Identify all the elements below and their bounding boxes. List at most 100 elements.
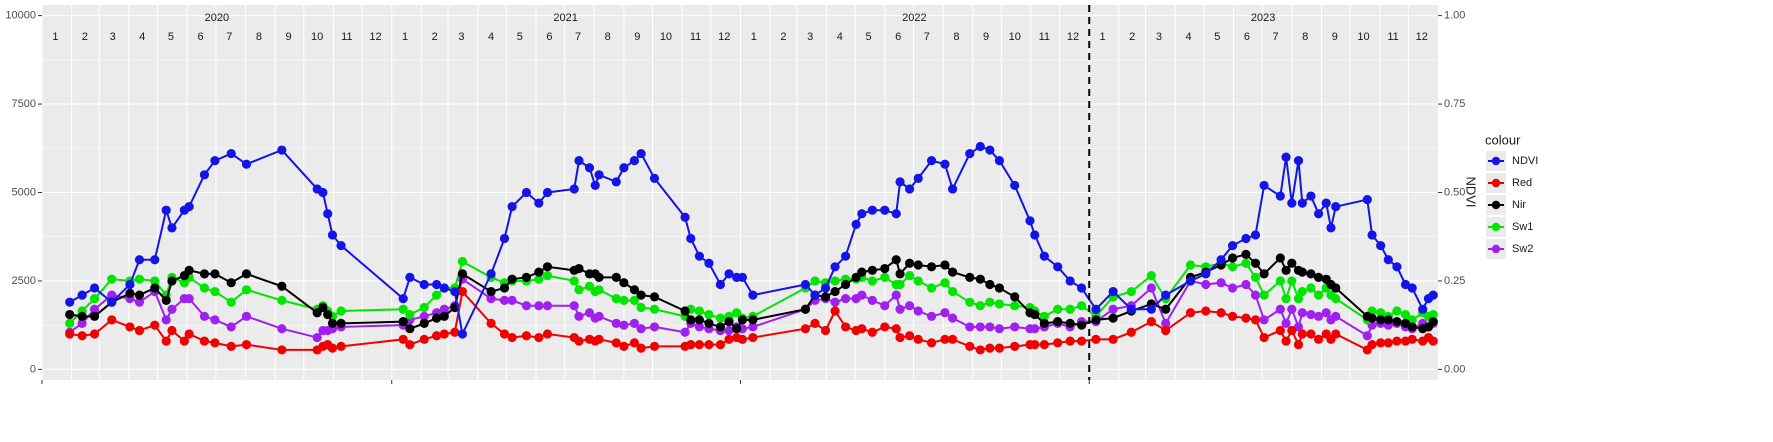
data-point: [534, 301, 544, 311]
data-point: [926, 262, 937, 272]
data-point: [1418, 304, 1428, 314]
data-point: [926, 283, 937, 293]
month-label: 2: [432, 31, 438, 43]
data-point: [724, 317, 734, 327]
data-point: [895, 269, 905, 279]
data-point: [1126, 327, 1136, 337]
data-point: [913, 260, 923, 270]
data-point: [210, 338, 220, 348]
data-point: [199, 170, 210, 180]
data-point: [619, 320, 629, 330]
data-point: [107, 274, 117, 284]
data-point: [694, 315, 704, 325]
data-point: [226, 297, 236, 307]
year-label: 2022: [902, 12, 926, 24]
data-point: [1428, 290, 1438, 300]
data-point: [985, 145, 995, 155]
data-point: [405, 340, 415, 350]
data-point: [1331, 294, 1341, 304]
data-point: [1010, 322, 1020, 332]
data-point: [629, 285, 640, 295]
month-label: 12: [1416, 31, 1428, 43]
data-point: [985, 322, 995, 332]
month-label: 2: [780, 31, 786, 43]
data-point: [1259, 315, 1269, 325]
data-point: [107, 297, 117, 307]
data-point: [1321, 198, 1331, 208]
data-point: [867, 276, 877, 286]
data-point: [1287, 198, 1297, 208]
year-label: 2021: [553, 12, 577, 24]
data-point: [1407, 283, 1417, 293]
data-point: [277, 345, 287, 355]
data-point: [1275, 304, 1285, 314]
data-point: [748, 332, 758, 343]
data-point: [419, 311, 429, 321]
data-point: [940, 260, 950, 270]
series: [65, 141, 1438, 339]
data-point: [199, 269, 210, 279]
data-point: [1216, 255, 1226, 265]
data-point: [1306, 283, 1316, 293]
month-label: 7: [575, 31, 581, 43]
data-point: [748, 290, 758, 300]
data-point: [1297, 308, 1307, 318]
data-point: [748, 315, 758, 325]
legend-dot: [1491, 200, 1501, 210]
data-point: [398, 294, 408, 304]
data-point: [629, 338, 640, 348]
data-point: [542, 301, 553, 311]
y-tick-label: 7500: [12, 98, 36, 110]
data-point: [680, 212, 690, 222]
data-point: [432, 279, 442, 290]
data-point: [405, 309, 415, 320]
month-label: 12: [1067, 31, 1079, 43]
data-point: [161, 315, 171, 325]
data-point: [398, 334, 408, 344]
month-label: 2: [1129, 31, 1135, 43]
data-point: [150, 255, 160, 265]
legend-label: Sw1: [1512, 221, 1533, 233]
data-point: [89, 283, 100, 293]
data-point: [1281, 265, 1291, 275]
data-point: [649, 322, 660, 332]
data-point: [486, 286, 496, 297]
data-point: [1306, 269, 1316, 279]
data-point: [184, 294, 194, 304]
data-point: [199, 311, 210, 321]
month-label: 1: [751, 31, 757, 43]
data-point: [940, 334, 950, 344]
data-point: [534, 274, 544, 284]
data-point: [1227, 253, 1238, 263]
data-point: [891, 255, 901, 265]
data-point: [1227, 311, 1238, 321]
data-point: [89, 311, 100, 321]
data-point: [521, 272, 532, 283]
data-point: [649, 341, 660, 351]
data-point: [277, 145, 287, 155]
data-point: [327, 343, 338, 353]
data-point: [948, 267, 958, 277]
data-point: [1407, 322, 1417, 332]
data-point: [594, 170, 604, 180]
data-point: [134, 255, 145, 265]
data-point: [724, 334, 734, 344]
data-point: [629, 318, 640, 328]
y2-tick-label: 0.00: [1444, 363, 1465, 375]
data-point: [880, 272, 890, 283]
data-point: [77, 318, 87, 328]
data-point: [1053, 262, 1063, 272]
data-point: [1250, 290, 1261, 300]
data-point: [994, 283, 1005, 293]
data-point: [840, 322, 851, 332]
data-point: [1297, 329, 1307, 339]
data-point: [611, 177, 621, 187]
y2-tick-label: 0.75: [1444, 98, 1465, 110]
data-point: [1250, 230, 1261, 240]
data-point: [1010, 292, 1020, 302]
data-point: [975, 274, 985, 284]
data-point: [210, 269, 220, 279]
data-point: [1010, 180, 1020, 191]
data-point: [574, 285, 584, 295]
data-point: [161, 336, 171, 346]
